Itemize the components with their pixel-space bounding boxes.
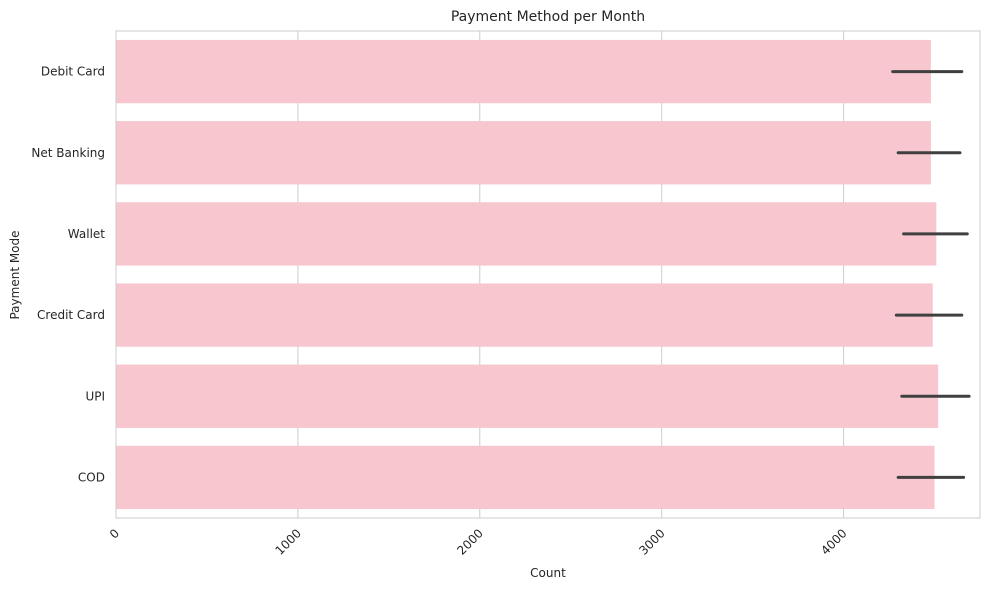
y-tick-label: Debit Card xyxy=(41,65,105,79)
bar xyxy=(116,283,933,347)
x-tick-label: 3000 xyxy=(636,526,667,557)
bar xyxy=(116,364,939,428)
y-axis-label: Payment Mode xyxy=(8,230,22,319)
chart-title: Payment Method per Month xyxy=(451,9,645,25)
x-axis-label: Count xyxy=(530,566,566,580)
y-tick-label: Net Banking xyxy=(31,146,105,160)
plot-frame xyxy=(115,30,981,519)
bar xyxy=(116,39,931,104)
grid xyxy=(115,31,845,518)
y-tick-label: COD xyxy=(78,470,105,484)
x-tick-label: 2000 xyxy=(454,526,485,557)
error-bars xyxy=(891,70,971,479)
y-tick-label: Credit Card xyxy=(37,308,105,322)
bars xyxy=(116,39,939,510)
y-tick-label: UPI xyxy=(85,389,105,403)
x-tick-labels: 0 1000 2000 3000 4000 xyxy=(107,526,850,557)
x-tick-label: 1000 xyxy=(273,526,304,557)
x-tick-label: 0 xyxy=(107,526,122,541)
y-tick-labels: Debit Card Net Banking Wallet Credit Card UP… xyxy=(31,65,105,485)
y-tick-label: Wallet xyxy=(68,227,106,241)
bar xyxy=(116,202,937,266)
bar xyxy=(116,121,931,185)
x-tick-label: 4000 xyxy=(818,526,849,557)
bar xyxy=(116,445,935,510)
